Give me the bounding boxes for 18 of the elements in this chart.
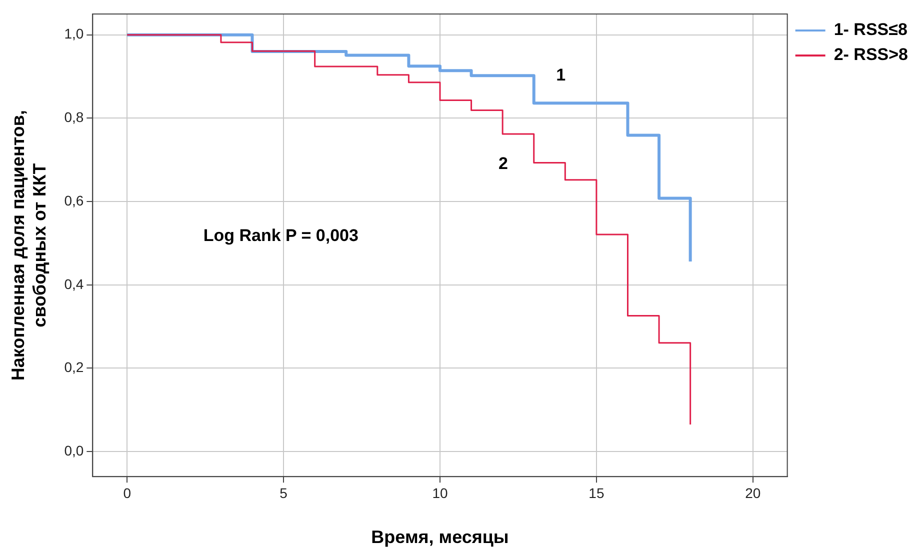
x-tick-label: 20: [745, 484, 761, 501]
y-tick-label: 0,8: [64, 109, 84, 126]
x-axis-title: Время, месяцы: [371, 527, 509, 548]
legend-label: 1- RSS≤8: [834, 20, 908, 40]
x-tick-label: 0: [123, 484, 132, 501]
annotation: 2: [498, 154, 508, 174]
annotation: 1: [556, 66, 566, 85]
y-tick-label: 0,4: [64, 276, 84, 292]
legend-label: 2- RSS>8: [834, 45, 908, 64]
y-tick-label: 0,6: [64, 192, 84, 208]
y-tick-label: 1,0: [64, 26, 84, 42]
y-axis-title: Накопленная доля пациентов, свободных от ККТ: [8, 110, 50, 381]
annotation: Log Rank P = 0,003: [203, 226, 358, 246]
x-tick-label: 15: [588, 484, 604, 501]
x-tick-label: 10: [432, 484, 448, 501]
y-tick-label: 0,2: [64, 359, 84, 376]
x-tick-label: 5: [280, 484, 288, 501]
y-tick-label: 0,0: [64, 442, 84, 458]
